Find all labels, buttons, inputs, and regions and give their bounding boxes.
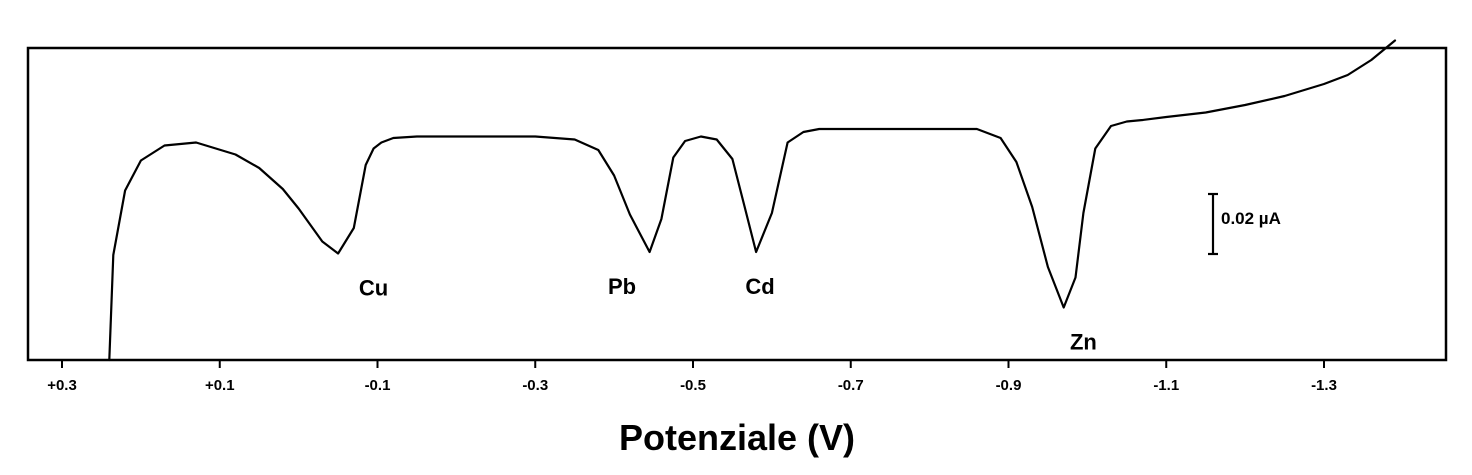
x-tick-label: -1.3 xyxy=(1311,377,1337,394)
data-series-line xyxy=(108,39,1397,362)
x-axis: +0.3 +0.1 -0.1 -0.3 -0.5 -0.7 -0.9 -1.1 -1.3 xyxy=(47,360,1337,394)
x-tick-label: -0.3 xyxy=(522,377,548,394)
x-tick-label: -0.7 xyxy=(838,377,864,394)
peak-annotations: Cu Pb Cd Zn xyxy=(359,274,1097,355)
peak-label-cu: Cu xyxy=(359,276,388,301)
x-tick-label: +0.1 xyxy=(205,377,235,394)
x-tick-label: -0.1 xyxy=(365,377,391,394)
plot-frame xyxy=(26,46,1448,362)
x-tick-label: -1.1 xyxy=(1153,377,1179,394)
scale-bar-label: 0.02 µA xyxy=(1221,209,1281,228)
x-tick-label: +0.3 xyxy=(47,377,77,394)
peak-label-pb: Pb xyxy=(608,274,636,299)
x-tick-label: -0.5 xyxy=(680,377,706,394)
peak-label-zn: Zn xyxy=(1070,330,1097,355)
x-tick-label: -0.9 xyxy=(996,377,1022,394)
x-axis-title: Potenziale (V) xyxy=(619,417,855,458)
scale-bar: 0.02 µA xyxy=(1208,192,1281,256)
peak-label-cd: Cd xyxy=(745,274,774,299)
